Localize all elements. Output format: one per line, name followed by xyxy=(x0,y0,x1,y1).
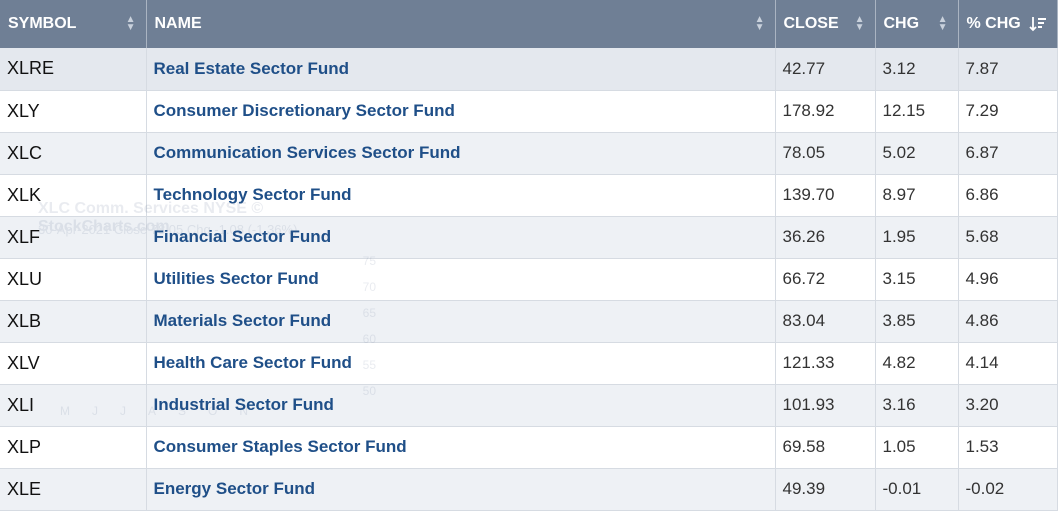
table-row[interactable]: XLI Industrial Sector Fund 101.93 3.16 3.20 xyxy=(0,384,1058,427)
name-cell: Utilities Sector Fund xyxy=(146,258,776,301)
name-cell: Financial Sector Fund xyxy=(146,216,776,259)
chg-cell: 1.05 xyxy=(875,426,959,469)
fund-name-link[interactable]: Communication Services Sector Fund xyxy=(153,143,461,162)
name-cell: Communication Services Sector Fund xyxy=(146,132,776,175)
pct-chg-cell: 4.14 xyxy=(958,342,1058,385)
table-row[interactable]: XLRE Real Estate Sector Fund 42.77 3.12 7.87 xyxy=(0,48,1058,91)
chg-cell: 1.95 xyxy=(875,216,959,259)
fund-name-link[interactable]: Real Estate Sector Fund xyxy=(153,58,350,78)
symbol-cell: XLI xyxy=(0,384,147,427)
pct-chg-cell: 6.87 xyxy=(958,132,1058,175)
col-header-close-label: CLOSE xyxy=(783,14,839,32)
close-cell: 49.39 xyxy=(775,468,876,511)
symbol-cell: XLB xyxy=(0,300,147,343)
col-header-name-label: NAME xyxy=(154,14,202,32)
name-cell: Consumer Staples Sector Fund xyxy=(146,426,776,469)
name-cell: Real Estate Sector Fund xyxy=(146,48,776,91)
pct-chg-cell: 6.86 xyxy=(958,174,1058,217)
close-cell: 42.77 xyxy=(775,48,876,91)
col-header-name[interactable]: NAME ▲ ▼ xyxy=(146,0,776,48)
col-header-symbol-label: SYMBOL xyxy=(8,14,77,32)
col-header-pct-chg-label: % CHG xyxy=(966,14,1021,32)
pct-chg-cell: 7.29 xyxy=(958,90,1058,133)
pct-chg-cell: 5.68 xyxy=(958,216,1058,259)
fund-name-link[interactable]: Consumer Staples Sector Fund xyxy=(153,437,407,456)
fund-name-link[interactable]: Consumer Discretionary Sector Fund xyxy=(153,101,455,120)
col-header-symbol[interactable]: SYMBOL ▲ ▼ xyxy=(0,0,147,48)
pct-chg-cell: 3.20 xyxy=(958,384,1058,427)
name-cell: Energy Sector Fund xyxy=(146,468,776,511)
table-row[interactable]: XLV Health Care Sector Fund 121.33 4.82 4.14 xyxy=(0,342,1058,385)
sort-updown-icon: ▲ ▼ xyxy=(754,14,765,33)
fund-name-link[interactable]: Materials Sector Fund xyxy=(153,311,332,330)
pct-chg-cell: 1.53 xyxy=(958,426,1058,469)
pct-chg-cell: 4.96 xyxy=(958,258,1058,301)
name-cell: Industrial Sector Fund xyxy=(146,384,776,427)
close-cell: 69.58 xyxy=(775,426,876,469)
close-cell: 36.26 xyxy=(775,216,876,259)
close-cell: 139.70 xyxy=(775,174,876,217)
chg-cell: 12.15 xyxy=(875,90,959,133)
chg-cell: 8.97 xyxy=(875,174,959,217)
fund-name-link[interactable]: Financial Sector Fund xyxy=(153,227,332,246)
close-cell: 178.92 xyxy=(775,90,876,133)
sort-descending-icon xyxy=(1028,17,1046,32)
chg-cell: 3.16 xyxy=(875,384,959,427)
close-cell: 101.93 xyxy=(775,384,876,427)
symbol-cell: XLK xyxy=(0,174,147,217)
chg-cell: 4.82 xyxy=(875,342,959,385)
col-header-close[interactable]: CLOSE ▲ ▼ xyxy=(775,0,876,48)
table-row[interactable]: XLP Consumer Staples Sector Fund 69.58 1.05… xyxy=(0,426,1058,469)
close-cell: 83.04 xyxy=(775,300,876,343)
close-cell: 121.33 xyxy=(775,342,876,385)
fund-name-link[interactable]: Industrial Sector Fund xyxy=(153,395,334,414)
pct-chg-cell: 4.86 xyxy=(958,300,1058,343)
sort-updown-icon: ▲ ▼ xyxy=(854,14,865,33)
symbol-cell: XLV xyxy=(0,342,147,385)
close-cell: 66.72 xyxy=(775,258,876,301)
col-header-chg-label: CHG xyxy=(883,14,920,32)
symbol-cell: XLRE xyxy=(0,48,147,91)
symbol-cell: XLF xyxy=(0,216,147,259)
pct-chg-cell: 7.87 xyxy=(958,48,1058,91)
symbol-cell: XLC xyxy=(0,132,147,175)
name-cell: Consumer Discretionary Sector Fund xyxy=(146,90,776,133)
table-row[interactable]: XLY Consumer Discretionary Sector Fund 178… xyxy=(0,90,1058,133)
chg-cell: 3.85 xyxy=(875,300,959,343)
sort-updown-icon: ▲ ▼ xyxy=(125,14,136,33)
sort-updown-icon: ▲ ▼ xyxy=(937,14,948,33)
fund-name-link[interactable]: Technology Sector Fund xyxy=(153,185,352,204)
fund-name-link[interactable]: Utilities Sector Fund xyxy=(153,269,319,288)
table-row[interactable]: XLC Communication Services Sector Fund 78.… xyxy=(0,132,1058,175)
symbol-cell: XLE xyxy=(0,468,147,511)
chg-cell: 3.12 xyxy=(875,48,959,91)
symbol-cell: XLY xyxy=(0,90,147,133)
col-header-pct-chg[interactable]: % CHG xyxy=(958,0,1058,48)
chg-cell: 3.15 xyxy=(875,258,959,301)
table-header-row: SYMBOL ▲ ▼ NAME ▲ ▼ CLOSE ▲ ▼ CHG ▲ ▼ % CHG xyxy=(0,0,1058,48)
name-cell: Health Care Sector Fund xyxy=(146,342,776,385)
symbol-cell: XLU xyxy=(0,258,147,301)
pct-chg-cell: -0.02 xyxy=(958,468,1058,511)
table-row[interactable]: XLF Financial Sector Fund 36.26 1.95 5.68 xyxy=(0,216,1058,259)
table-row[interactable]: XLE Energy Sector Fund 49.39 -0.01 -0.02 xyxy=(0,468,1058,511)
table-row[interactable]: XLB Materials Sector Fund 83.04 3.85 4.86 xyxy=(0,300,1058,343)
close-cell: 78.05 xyxy=(775,132,876,175)
symbol-cell: XLP xyxy=(0,426,147,469)
col-header-chg[interactable]: CHG ▲ ▼ xyxy=(875,0,959,48)
fund-name-link[interactable]: Energy Sector Fund xyxy=(153,479,316,498)
name-cell: Materials Sector Fund xyxy=(146,300,776,343)
fund-name-link[interactable]: Health Care Sector Fund xyxy=(153,353,352,372)
chg-cell: 5.02 xyxy=(875,132,959,175)
table-row[interactable]: XLK Technology Sector Fund 139.70 8.97 6.86 xyxy=(0,174,1058,217)
name-cell: Technology Sector Fund xyxy=(146,174,776,217)
chg-cell: -0.01 xyxy=(875,468,959,511)
table-row[interactable]: XLU Utilities Sector Fund 66.72 3.15 4.96 xyxy=(0,258,1058,301)
